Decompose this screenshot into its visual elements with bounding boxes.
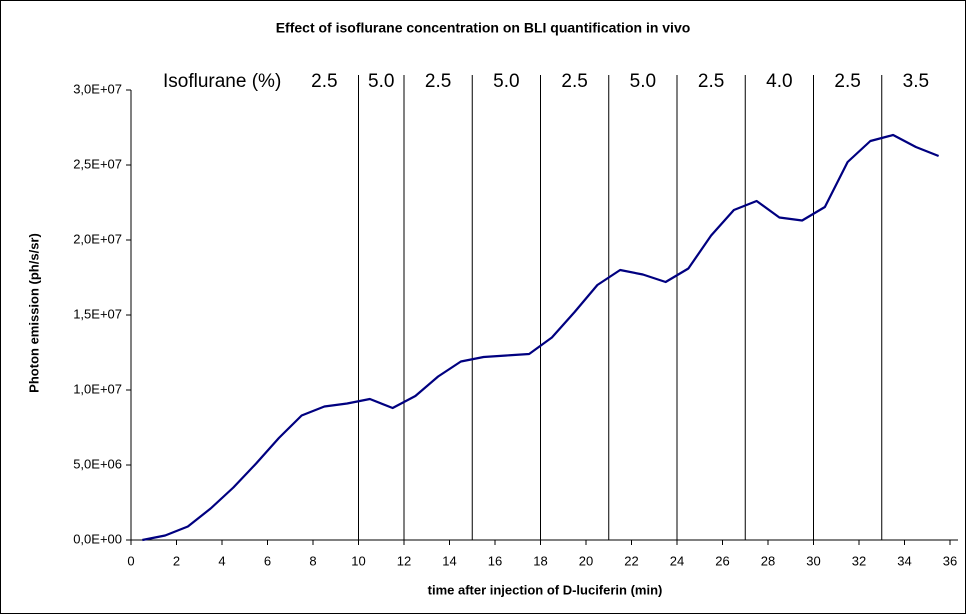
x-axis-label: time after injection of D-luciferin (min…: [428, 582, 663, 597]
x-tick-label: 16: [488, 553, 502, 568]
level-label: 4.0: [766, 71, 792, 92]
x-tick-label: 30: [806, 553, 820, 568]
x-tick-label: 10: [351, 553, 365, 568]
x-tick-label: 12: [397, 553, 411, 568]
y-tick-label: 0,0E+00: [73, 531, 122, 546]
y-tick-label: 1,5E+07: [73, 306, 122, 321]
level-label: 2.5: [311, 71, 337, 92]
x-tick-label: 22: [624, 553, 638, 568]
x-tick-label: 8: [309, 553, 316, 568]
level-label: 2.5: [425, 71, 451, 92]
y-tick-label: 5,0E+06: [73, 456, 122, 471]
level-label: 2.5: [561, 71, 587, 92]
x-tick-label: 20: [579, 553, 593, 568]
level-label: 2.5: [834, 71, 860, 92]
x-tick-label: 18: [533, 553, 547, 568]
x-tick-label: 2: [173, 553, 180, 568]
chart-title: Effect of isoflurane concentration on BL…: [276, 20, 691, 36]
annotation-label: Isoflurane (%): [163, 71, 281, 92]
x-tick-label: 36: [943, 553, 957, 568]
x-tick-label: 34: [897, 553, 911, 568]
x-tick-label: 14: [442, 553, 456, 568]
x-tick-label: 26: [715, 553, 729, 568]
level-label: 3.5: [903, 71, 929, 92]
x-tick-label: 32: [852, 553, 866, 568]
x-tick-label: 4: [218, 553, 225, 568]
level-label: 5.0: [493, 71, 519, 92]
y-axis-label: Photon emission (ph/s/sr): [26, 233, 41, 393]
y-tick-label: 2,0E+07: [73, 231, 122, 246]
level-label: 2.5: [698, 71, 724, 92]
level-label: 5.0: [630, 71, 656, 92]
y-tick-label: 3,0E+07: [73, 81, 122, 96]
y-tick-label: 1,0E+07: [73, 381, 122, 396]
x-tick-label: 0: [127, 553, 134, 568]
line: [142, 133, 940, 542]
x-tick-label: 24: [670, 553, 684, 568]
x-tick-label: 28: [761, 553, 775, 568]
level-label: 5.0: [368, 71, 394, 92]
y-tick-label: 2,5E+07: [73, 156, 122, 171]
x-tick-label: 6: [264, 553, 271, 568]
